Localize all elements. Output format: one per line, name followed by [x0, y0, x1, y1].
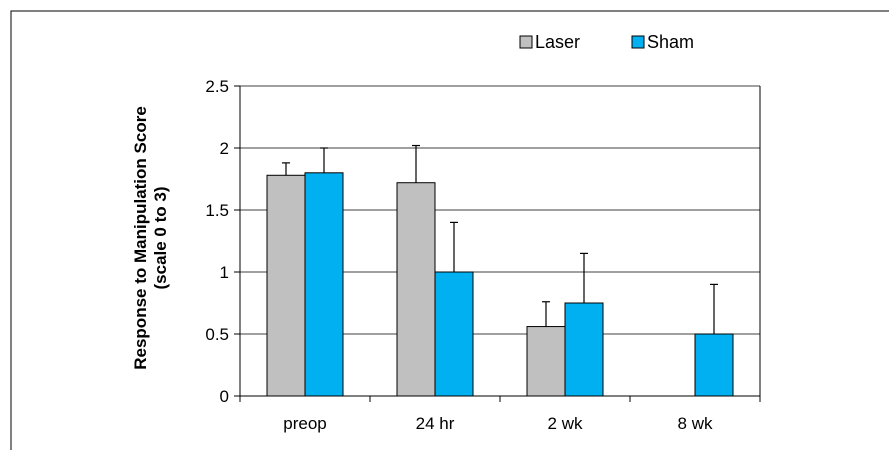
y-tick-label: 1: [220, 263, 229, 282]
y-axis-label-line-1: Response to Manipulation Score: [131, 106, 150, 370]
y-ticks: 0 0.5 1 1.5 2 2.5: [205, 77, 240, 406]
bar-laser: [526, 326, 566, 397]
legend-swatch-sham: [631, 35, 645, 49]
legend-label-sham: Sham: [647, 32, 694, 52]
bar-sham: [564, 302, 604, 397]
bars: [266, 172, 734, 397]
figure-frame: [10, 10, 889, 450]
x-tick-label: preop: [283, 414, 326, 433]
bar-laser: [396, 182, 436, 397]
bar-sham: [694, 333, 734, 397]
x-tick-label: 8 wk: [678, 414, 713, 433]
x-tick-label: 2 wk: [548, 414, 583, 433]
bar-laser: [266, 174, 306, 397]
y-tick-label: 0.5: [205, 325, 229, 344]
x-tick-label: 24 hr: [416, 414, 455, 433]
bar-sham: [304, 172, 344, 397]
y-tick-label: 1.5: [205, 201, 229, 220]
bar-sham: [434, 271, 474, 397]
y-tick-label: 2.5: [205, 77, 229, 96]
legend: Laser Sham: [519, 32, 694, 52]
y-tick-label: 2: [220, 139, 229, 158]
y-tick-label: 0: [220, 387, 229, 406]
y-axis-label-line-2: (scale 0 to 3): [151, 187, 170, 290]
legend-label-laser: Laser: [535, 32, 580, 52]
x-ticks: preop 24 hr 2 wk 8 wk: [239, 396, 761, 433]
legend-swatch-laser: [519, 35, 533, 49]
error-bars: [282, 144, 718, 334]
y-axis-label: Response to Manipulation Score (scale 0 …: [131, 106, 170, 370]
